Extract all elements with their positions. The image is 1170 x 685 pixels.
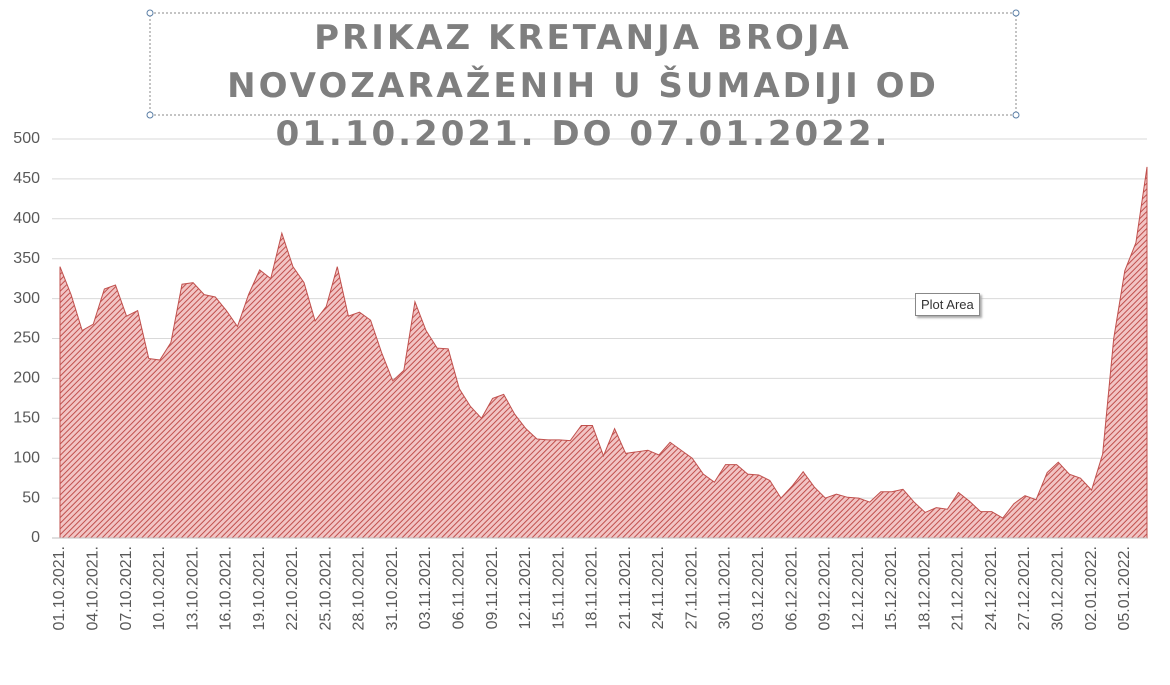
x-tick-label: 03.12.2021. [750, 546, 767, 631]
x-tick-label: 12.11.2021. [517, 546, 534, 629]
x-tick-label: 13.10.2021. [184, 546, 201, 631]
tooltip: Plot Area [915, 293, 980, 316]
y-tick-label: 400 [13, 210, 40, 227]
x-tick-label: 28.10.2021. [351, 546, 368, 631]
x-tick-label: 07.10.2021. [118, 546, 135, 631]
x-tick-label: 25.10.2021. [317, 546, 334, 631]
x-tick-label: 30.11.2021. [717, 546, 734, 629]
x-tick-label: 22.10.2021. [284, 546, 301, 631]
x-tick-label: 19.10.2021. [251, 546, 268, 631]
x-tick-label: 05.01.2022. [1116, 546, 1133, 631]
x-tick-label: 18.11.2021. [584, 546, 601, 629]
x-tick-label: 27.11.2021. [683, 546, 700, 629]
x-tick-label: 24.11.2021. [650, 546, 667, 629]
y-tick-label: 150 [13, 410, 40, 427]
x-tick-label: 21.12.2021. [950, 546, 967, 631]
x-tick-label: 18.12.2021. [916, 546, 933, 631]
x-tick-label: 31.10.2021. [384, 546, 401, 631]
y-tick-label: 50 [22, 489, 40, 506]
x-tick-label: 02.01.2022. [1083, 546, 1100, 631]
y-tick-label: 250 [13, 330, 40, 347]
x-tick-label: 09.11.2021. [484, 546, 501, 629]
y-tick-label: 100 [13, 449, 40, 466]
handles [146, 9, 1020, 119]
y-tick-label: 0 [31, 529, 40, 546]
x-tick-label: 16.10.2021. [218, 546, 235, 631]
y-tick-label: 450 [13, 170, 40, 187]
x-tick-label: 27.12.2021. [1016, 546, 1033, 631]
x-tick-label: 15.12.2021. [883, 546, 900, 631]
x-tick-label: 01.10.2021. [51, 546, 68, 631]
x-tick-label: 24.12.2021. [983, 546, 1000, 631]
x-tick-label: 15.11.2021. [550, 546, 567, 629]
title-box [149, 12, 1017, 116]
y-tick-label: 500 [13, 130, 40, 147]
chart-title: PRIKAZ KRETANJA BROJA NOVOZARAŽENIH U ŠU… [227, 18, 939, 154]
x-tick-label: 10.10.2021. [151, 546, 168, 631]
x-tick-label: 30.12.2021. [1049, 546, 1066, 631]
y-tick-label: 300 [13, 290, 40, 307]
y-tick-label: 200 [13, 370, 40, 387]
x-tick-label: 21.11.2021. [617, 546, 634, 629]
x-tick-label: 03.11.2021. [417, 546, 434, 629]
x-tick-label: 06.12.2021. [783, 546, 800, 631]
x-tick-label: 04.10.2021. [84, 546, 101, 631]
y-tick-label: 350 [13, 250, 40, 267]
x-tick-label: 06.11.2021. [451, 546, 468, 629]
area [59, 166, 1148, 539]
x-tick-label: 09.12.2021. [817, 546, 834, 631]
x-tick-label: 12.12.2021. [850, 546, 867, 631]
